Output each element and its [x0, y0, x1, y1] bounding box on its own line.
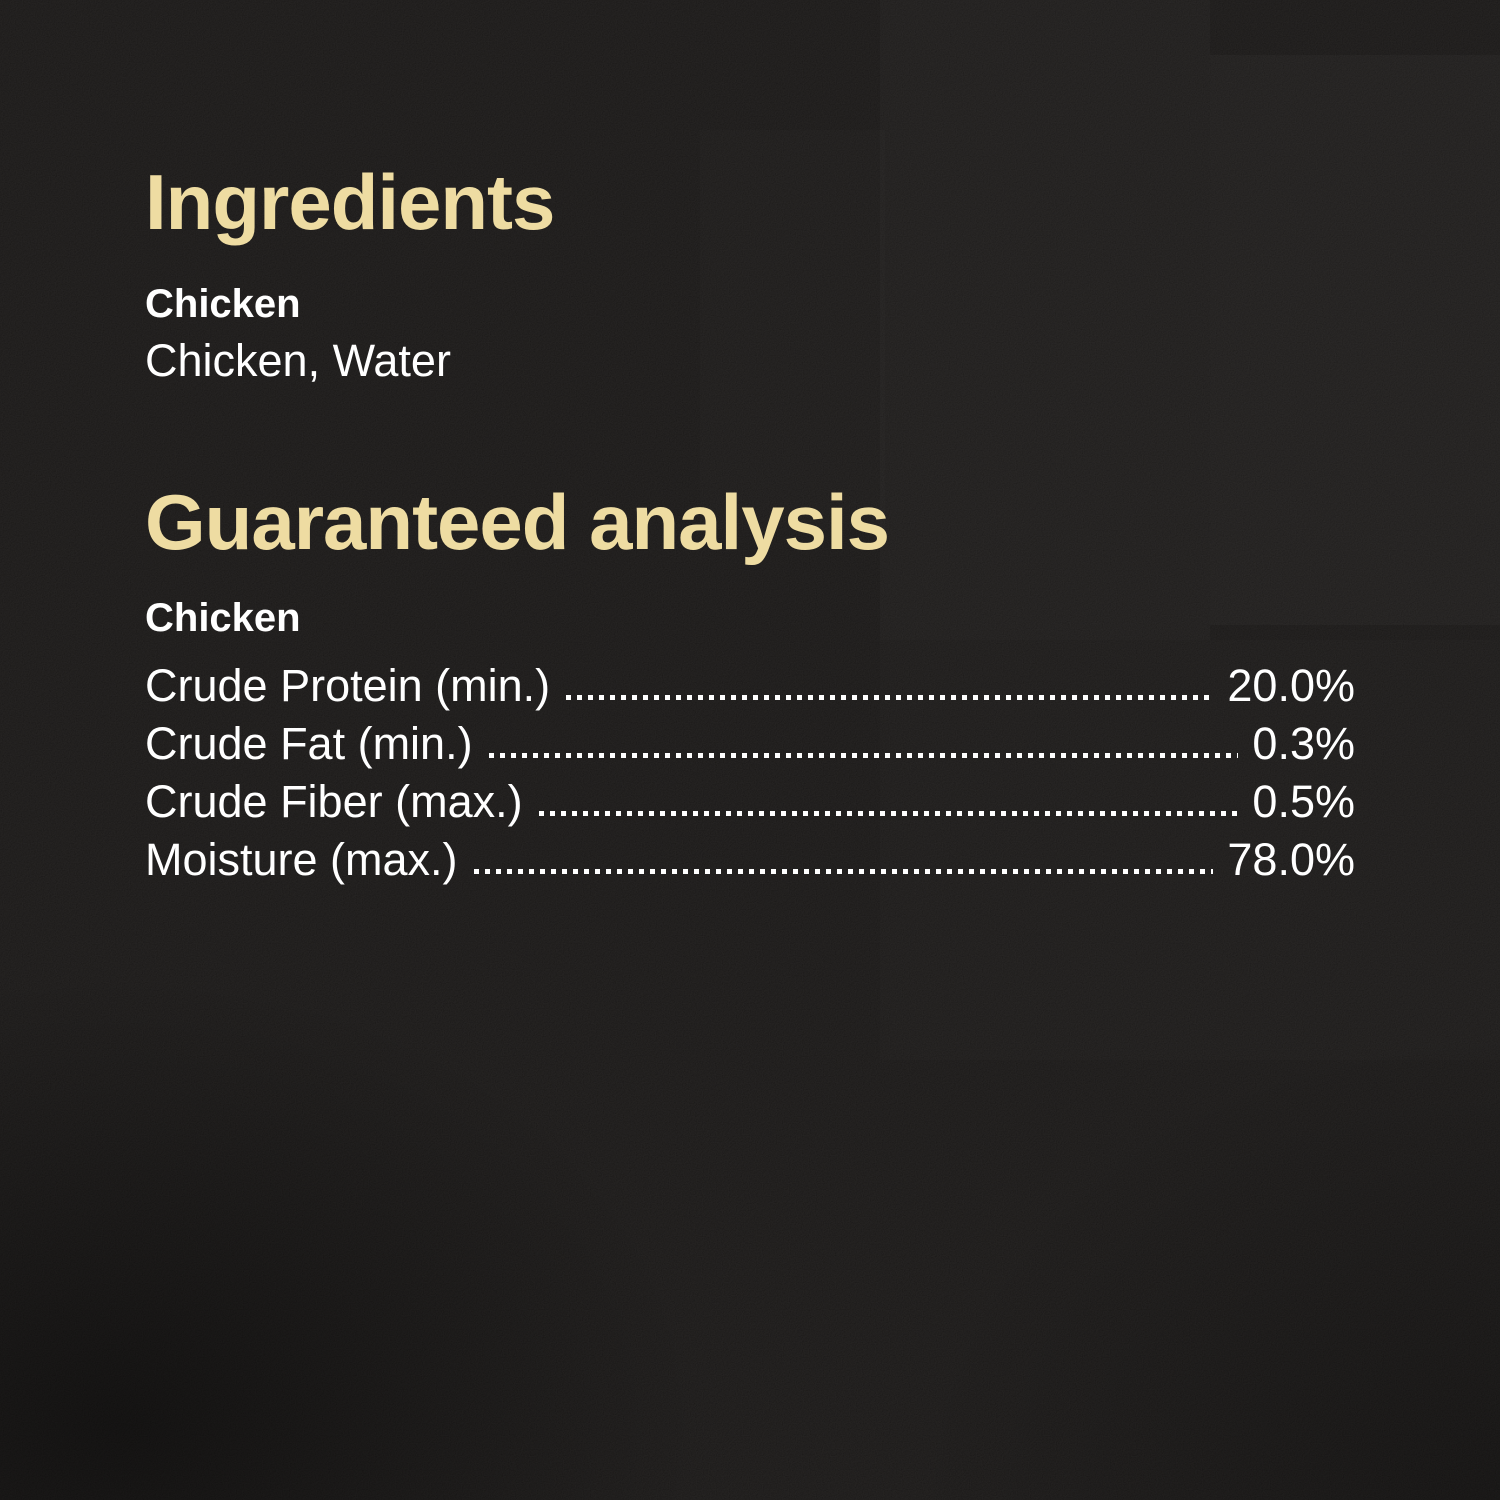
analysis-row-moisture: Moisture (max.) 78.0%	[145, 826, 1355, 884]
analysis-row-value: 78.0%	[1227, 833, 1355, 885]
dot-leader	[488, 753, 1239, 758]
background-texture-patch	[700, 130, 885, 530]
analysis-row-value: 20.0%	[1227, 659, 1355, 711]
dot-leader	[473, 869, 1214, 874]
guaranteed-analysis-variant-name: Chicken	[145, 596, 301, 640]
ingredients-section-title: Ingredients	[145, 158, 555, 246]
analysis-row-label: Crude Fiber (max.)	[145, 775, 523, 827]
analysis-row-label: Crude Protein (min.)	[145, 659, 551, 711]
analysis-row-value: 0.5%	[1252, 775, 1355, 827]
guaranteed-analysis-section-title: Guaranteed analysis	[145, 478, 890, 566]
ingredients-list: Chicken, Water	[145, 335, 451, 386]
background-texture-patch	[880, 0, 1210, 640]
background-texture-patch	[1210, 55, 1500, 625]
ingredients-variant-name: Chicken	[145, 282, 301, 326]
analysis-row-crude-fat: Crude Fat (min.) 0.3%	[145, 710, 1355, 768]
analysis-row-label: Crude Fat (min.)	[145, 717, 473, 769]
analysis-row-crude-protein: Crude Protein (min.) 20.0%	[145, 652, 1355, 710]
analysis-row-crude-fiber: Crude Fiber (max.) 0.5%	[145, 768, 1355, 826]
dot-leader	[538, 811, 1239, 816]
guaranteed-analysis-table: Crude Protein (min.) 20.0% Crude Fat (mi…	[145, 652, 1355, 884]
analysis-row-value: 0.3%	[1252, 717, 1355, 769]
analysis-row-label: Moisture (max.)	[145, 833, 458, 885]
dot-leader	[566, 695, 1214, 700]
